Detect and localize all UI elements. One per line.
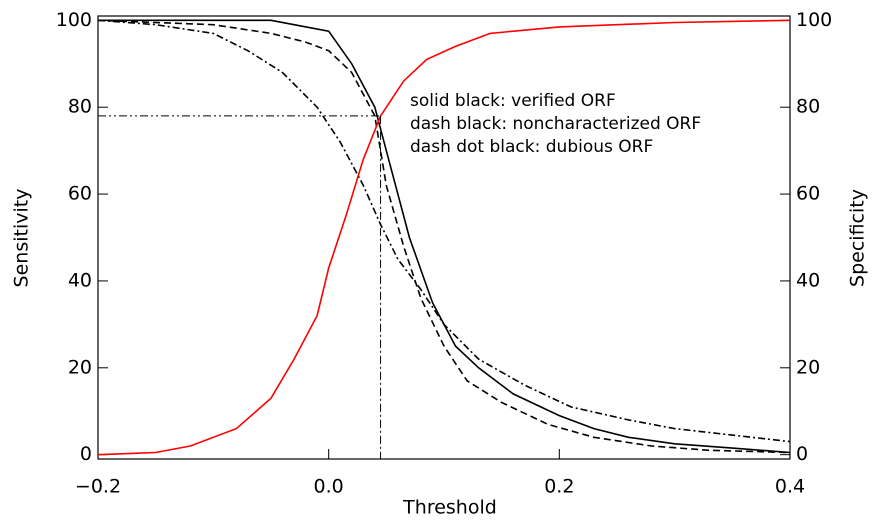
y2-tick-label: 60 xyxy=(796,183,820,205)
y2-tick-label: 0 xyxy=(796,443,808,465)
plot-frame xyxy=(97,15,791,460)
annotation: dash dot black: dubious ORF xyxy=(410,137,653,157)
annotation: dash black: noncharacterized ORF xyxy=(410,114,701,134)
x-tick-label: −0.2 xyxy=(75,476,121,498)
y2-tick-label: 40 xyxy=(796,269,820,291)
series-line xyxy=(97,19,791,454)
x-tick-label: 0.4 xyxy=(775,476,805,498)
annotation: solid black: verified ORF xyxy=(410,91,616,111)
y-tick-label: 60 xyxy=(68,183,92,205)
y-tick-label: 40 xyxy=(68,269,92,291)
y2-axis-label: Specificity xyxy=(847,189,869,287)
y-tick-label: 20 xyxy=(68,356,92,378)
x-axis-label: Threshold xyxy=(402,497,497,519)
y2-tick-label: 20 xyxy=(796,356,820,378)
y-tick-label: 100 xyxy=(56,9,92,31)
y2-tick-label: 80 xyxy=(796,96,820,118)
series-line xyxy=(97,19,791,456)
x-tick-label: 0.2 xyxy=(544,476,574,498)
series-line xyxy=(98,19,791,454)
series-line xyxy=(97,19,791,443)
y-tick-label: 80 xyxy=(68,96,92,118)
y-axis-label: Sensitivity xyxy=(11,189,33,288)
y2-tick-label: 100 xyxy=(796,9,832,31)
y-tick-label: 0 xyxy=(80,443,92,465)
x-tick-label: 0.0 xyxy=(314,476,344,498)
